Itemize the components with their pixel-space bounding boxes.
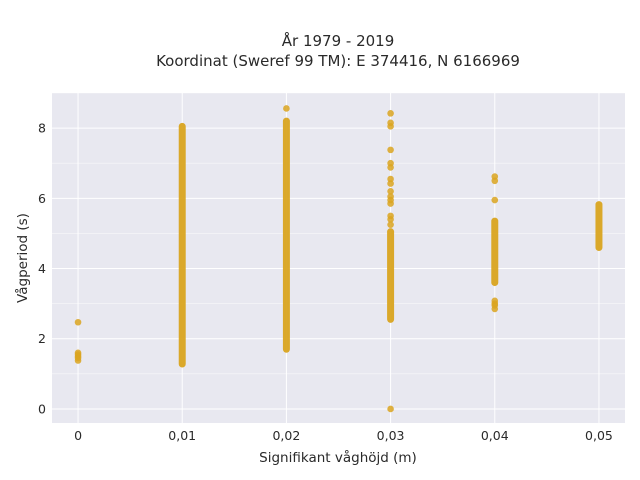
data-point: [387, 216, 394, 223]
y-tick-label: 4: [38, 261, 46, 276]
x-tick-label: 0,03: [377, 428, 405, 443]
x-tick-label: 0: [74, 428, 82, 443]
chart-title: År 1979 - 2019: [282, 31, 395, 50]
x-tick-label: 0,04: [481, 428, 509, 443]
data-points: [74, 105, 603, 413]
x-tick-label: 0,02: [272, 428, 300, 443]
data-point: [387, 200, 394, 207]
data-point: [74, 318, 82, 326]
x-tick-label: 0,05: [585, 428, 613, 443]
chart-subtitle: Koordinat (Sweref 99 TM): E 374416, N 61…: [156, 52, 520, 70]
y-tick-label: 2: [38, 331, 46, 346]
plot-area: [52, 93, 625, 423]
x-axis-ticks: 0 0,01 0,02 0,03 0,04 0,05: [74, 428, 613, 443]
data-point: [387, 110, 394, 117]
data-point: [387, 405, 394, 413]
x-axis-title: Signifikant våghöjd (m): [259, 449, 417, 466]
y-axis-title: Vågperiod (s): [14, 213, 31, 303]
data-point: [283, 105, 290, 112]
x-tick-label: 0,01: [168, 428, 196, 443]
data-point: [387, 187, 394, 195]
data-point: [74, 349, 82, 357]
y-axis-ticks: 0 2 4 6 8: [38, 121, 46, 417]
data-point: [491, 177, 499, 185]
data-point: [387, 175, 394, 183]
data-point: [387, 180, 394, 187]
y-tick-label: 6: [38, 191, 46, 206]
y-tick-label: 0: [38, 401, 46, 416]
data-point: [491, 196, 499, 204]
data-point: [387, 164, 394, 171]
data-point: [387, 123, 394, 130]
data-point: [387, 146, 394, 154]
data-point: [491, 305, 499, 313]
data-point: [387, 221, 394, 228]
y-tick-label: 8: [38, 121, 46, 136]
